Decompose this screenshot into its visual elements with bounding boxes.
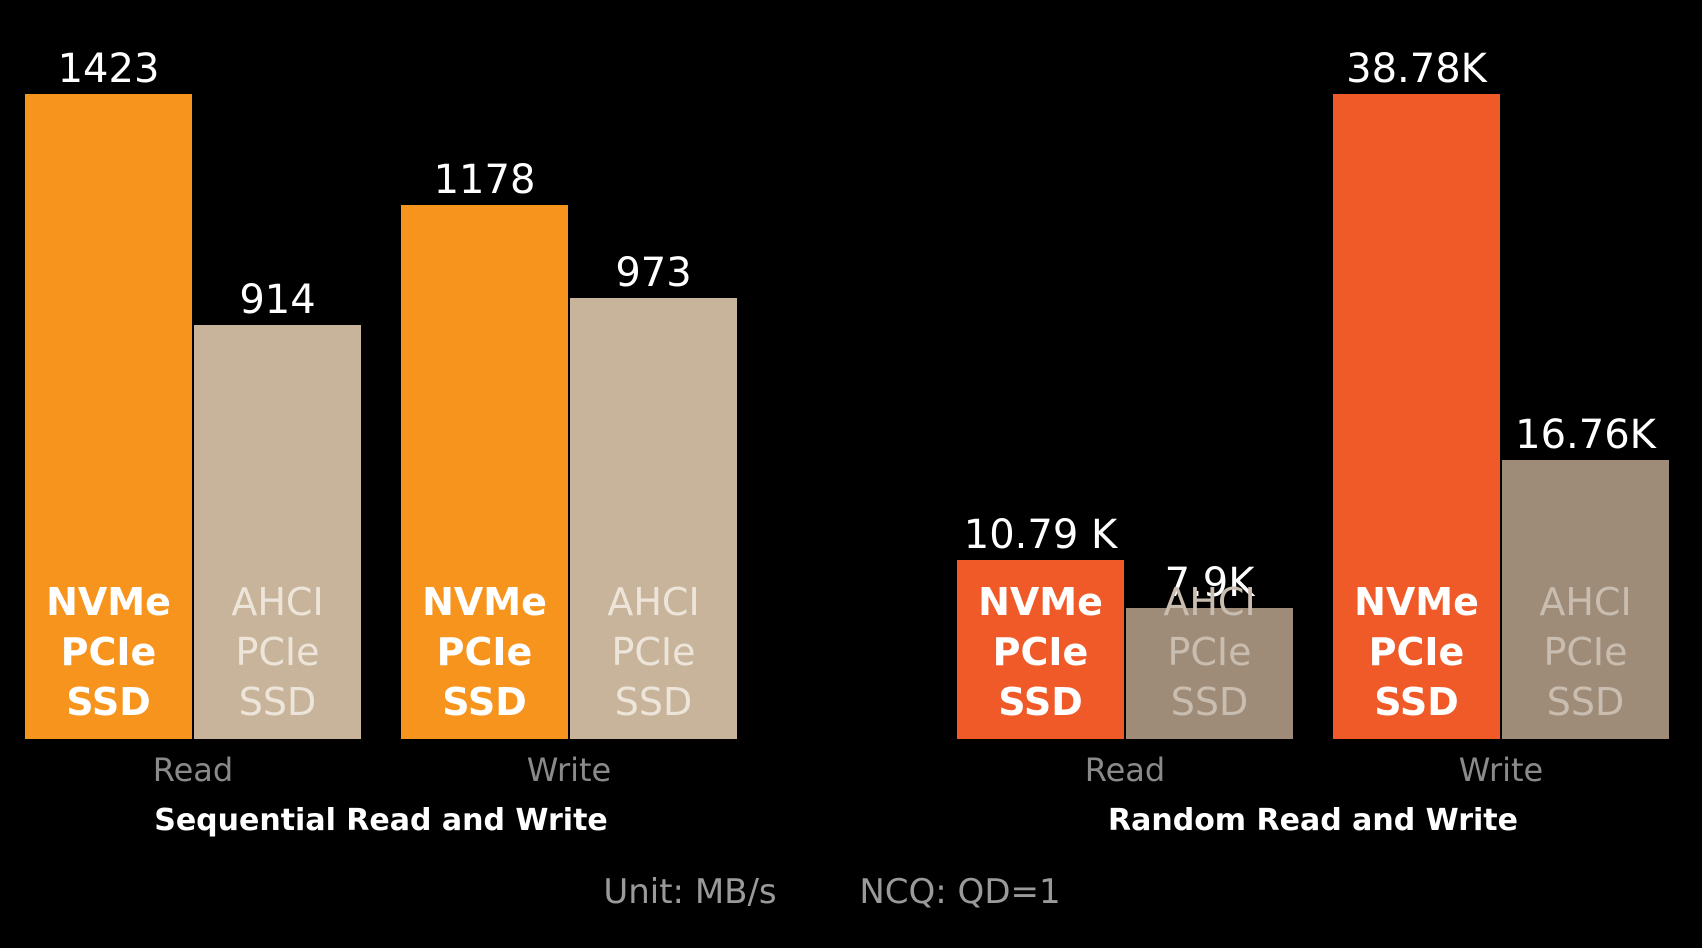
sequential-read-nvme-bar-label: PCIe [61, 630, 157, 674]
sequential-write-nvme-bar-label: PCIe [437, 630, 533, 674]
sequential-category-label-read: Read [153, 751, 233, 789]
sequential-read-ahci-bar-label: SSD [239, 680, 317, 724]
random-chart-title: Random Read and Write [1108, 803, 1518, 838]
random-write-nvme-bar-label: NVMe [1354, 580, 1479, 624]
random-read-nvme-bar-label: NVMe [978, 580, 1103, 624]
sequential-read-nvme-value-label: 1423 [58, 46, 160, 92]
random-write-ahci-bar-label: AHCI [1539, 580, 1631, 624]
sequential-write-nvme-value-label: 1178 [434, 157, 536, 203]
random-read-nvme-bar-label: SSD [998, 680, 1083, 724]
sequential-chart: 1423NVMePCIeSSD914AHCIPCIeSSDRead1178NVM… [25, 46, 737, 838]
random-category-label-write: Write [1459, 751, 1543, 789]
sequential-read-ahci-value-label: 914 [239, 277, 315, 323]
random-read-ahci-bar-label: SSD [1171, 680, 1249, 724]
sequential-read-nvme-bar-label: NVMe [46, 580, 171, 624]
ncq-label: NCQ: QD=1 [859, 872, 1060, 912]
sequential-write-ahci-bar-label: AHCI [607, 580, 699, 624]
random-write-nvme-bar-label: SSD [1374, 680, 1459, 724]
unit-label: Unit: MB/s [603, 872, 776, 912]
random-read-nvme-value-label: 10.79 K [964, 512, 1119, 558]
sequential-read-ahci-bar-label: PCIe [235, 630, 319, 674]
random-category-label-read: Read [1085, 751, 1165, 789]
random-write-ahci-value-label: 16.76K [1515, 412, 1658, 458]
random-chart: 10.79 KNVMePCIeSSD7.9KAHCIPCIeSSDRead38.… [957, 46, 1669, 838]
random-read-ahci-bar-label: PCIe [1167, 630, 1251, 674]
random-write-ahci-bar-label: SSD [1547, 680, 1625, 724]
sequential-write-nvme-bar-label: NVMe [422, 580, 547, 624]
sequential-write-ahci-bar-label: SSD [615, 680, 693, 724]
random-write-nvme-bar-label: PCIe [1369, 630, 1465, 674]
sequential-category-label-write: Write [527, 751, 611, 789]
sequential-write-ahci-bar-label: PCIe [611, 630, 695, 674]
random-write-ahci-bar-label: PCIe [1543, 630, 1627, 674]
sequential-chart-title: Sequential Read and Write [154, 803, 608, 838]
sequential-read-ahci-bar [194, 325, 361, 739]
sequential-write-nvme-bar-label: SSD [442, 680, 527, 724]
sequential-read-nvme-bar-label: SSD [66, 680, 151, 724]
random-read-nvme-bar-label: PCIe [993, 630, 1089, 674]
random-read-ahci-bar-label: AHCI [1163, 580, 1255, 624]
sequential-write-ahci-value-label: 973 [615, 250, 691, 296]
sequential-read-ahci-bar-label: AHCI [231, 580, 323, 624]
random-write-nvme-value-label: 38.78K [1346, 46, 1489, 92]
benchmark-chart: 1423NVMePCIeSSD914AHCIPCIeSSDRead1178NVM… [0, 0, 1702, 948]
